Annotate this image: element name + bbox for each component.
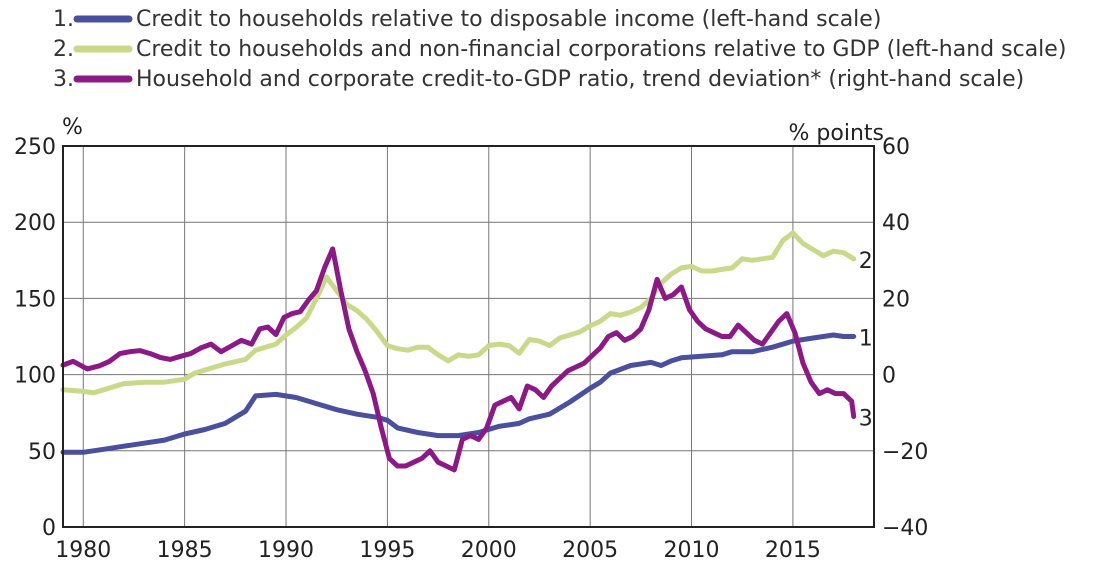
x-tick-label: 1980: [55, 538, 111, 562]
series-end-label-3: 3: [859, 407, 873, 432]
legend-number-3: 3.: [53, 67, 74, 92]
x-tick-label: 2010: [664, 538, 720, 562]
legend-text-1: Credit to households relative to disposa…: [136, 7, 881, 32]
right-tick-label: 0: [882, 364, 896, 389]
right-axis-unit: % points: [789, 121, 884, 146]
left-tick-label: 250: [14, 135, 56, 160]
left-tick-label: 200: [14, 211, 56, 236]
legend-text-3: Household and corporate credit-to-GDP ra…: [136, 67, 1024, 92]
legend-number-1: 1.: [53, 7, 74, 32]
left-tick-label: 100: [14, 364, 56, 389]
legend-text-2: Credit to households and non-financial c…: [136, 37, 1066, 62]
series-line-3: [60, 246, 857, 473]
right-tick-label: 60: [882, 135, 910, 160]
legend: 1. Credit to households relative to disp…: [53, 7, 1066, 92]
series-end-labels: 2 1 3: [859, 249, 873, 432]
x-tick-label: 1985: [157, 538, 213, 562]
series-end-label-2: 2: [859, 249, 873, 274]
x-tick-label: 1995: [359, 538, 415, 562]
series-lines: [60, 230, 857, 473]
x-tick-label: 2005: [562, 538, 618, 562]
right-tick-label: 40: [882, 211, 910, 236]
left-tick-label: 0: [42, 516, 56, 541]
left-axis-unit: %: [62, 115, 83, 140]
legend-item-1: 1. Credit to households relative to disp…: [53, 7, 881, 32]
left-tick-label: 50: [28, 440, 56, 465]
x-tick-label: 2000: [461, 538, 517, 562]
x-tick-label: 2015: [765, 538, 821, 562]
right-tick-label: 20: [882, 287, 910, 312]
x-tick-label: 1990: [258, 538, 314, 562]
tick-labels: 1980 1985 1990 1995 2000 2005 2010 201505010015…: [14, 135, 928, 562]
right-tick-label: −20: [882, 440, 928, 465]
series-line-1: [60, 332, 857, 455]
plot-frame: [62, 145, 875, 528]
legend-number-2: 2.: [53, 37, 74, 62]
legend-item-3: 3. Household and corporate credit-to-GDP…: [53, 67, 1024, 92]
legend-item-2: 2. Credit to households and non-financia…: [53, 37, 1066, 62]
right-tick-label: −40: [882, 516, 928, 541]
series-line-2: [60, 230, 857, 396]
left-tick-label: 150: [14, 287, 56, 312]
series-end-label-1: 1: [859, 327, 873, 352]
